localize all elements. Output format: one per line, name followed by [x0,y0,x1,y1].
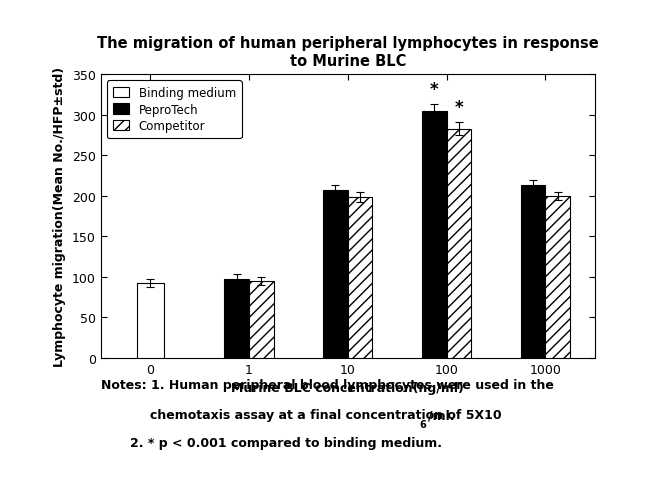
Text: chemotaxis assay at a final concentration of 5X10: chemotaxis assay at a final concentratio… [150,408,501,421]
Bar [348,197,372,358]
Bar [323,191,348,358]
Text: 2. * p < 0.001 compared to binding medium.: 2. * p < 0.001 compared to binding mediu… [130,436,442,449]
Text: /ml.: /ml. [428,408,454,421]
Text: *: * [430,81,439,99]
Bar [136,284,164,358]
Bar [545,196,570,358]
Bar [422,112,447,358]
Title: The migration of human peripheral lymphocytes in response
to Murine BLC: The migration of human peripheral lympho… [97,36,599,69]
Text: *: * [454,98,463,116]
Legend: Binding medium, PeproTech, Competitor: Binding medium, PeproTech, Competitor [107,81,242,139]
Text: Notes: 1. Human peripheral blood lymphocytes were used in the: Notes: 1. Human peripheral blood lymphoc… [101,378,554,391]
Bar [249,282,274,358]
Bar [521,186,545,358]
Bar [447,129,471,358]
Y-axis label: Lymphocyte migration(Mean No./HFP±std): Lymphocyte migration(Mean No./HFP±std) [53,67,66,366]
X-axis label: Murine BLC concentration(ng/ml): Murine BLC concentration(ng/ml) [231,382,464,395]
Text: 6: 6 [419,419,426,429]
Bar [224,279,249,358]
